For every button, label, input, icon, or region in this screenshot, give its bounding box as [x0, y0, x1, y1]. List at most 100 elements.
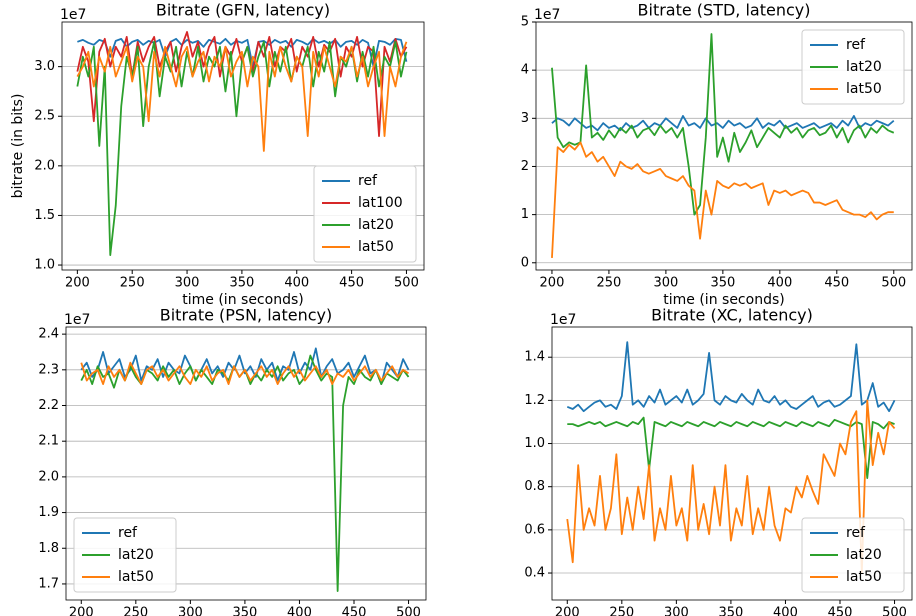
x-tick-label: 300 — [664, 606, 689, 616]
x-tick-label: 250 — [597, 276, 622, 291]
legend-label: lat100 — [358, 195, 403, 211]
x-tick-label: 200 — [69, 606, 94, 616]
axes-frame — [535, 21, 913, 271]
chart-title: Bitrate (PSN, latency) — [160, 306, 332, 325]
series-line — [551, 115, 895, 132]
series-line — [76, 41, 408, 152]
x-tick-label: 400 — [773, 606, 798, 616]
y-tick-label: 5 — [521, 15, 529, 30]
y-tick-label: 2.1 — [38, 434, 59, 449]
legend: ref lat100 lat20 lat50 — [313, 165, 417, 263]
legend-label: lat50 — [846, 81, 882, 97]
legend-box — [801, 29, 905, 105]
y-tick-label: 3.0 — [34, 59, 55, 74]
x-tick-label: 200 — [555, 606, 580, 616]
axes-frame — [65, 326, 427, 601]
legend-label: ref — [846, 525, 866, 541]
x-tick-label: 450 — [828, 606, 853, 616]
x-tick-label: 400 — [287, 606, 312, 616]
legend: ref lat20 lat50 — [801, 517, 905, 593]
series-line — [551, 141, 894, 259]
legend: ref lat20 lat50 — [801, 29, 905, 105]
y-axis-label: bitrate (in bits) — [10, 94, 26, 199]
x-tick-label: 350 — [229, 276, 254, 291]
x-tick-label: 350 — [710, 276, 735, 291]
x-tick-label: 500 — [882, 606, 907, 616]
x-tick-label: 300 — [175, 276, 200, 291]
legend-label: lat20 — [358, 217, 394, 233]
x-tick-label: 400 — [284, 276, 309, 291]
x-tick-label: 250 — [120, 276, 145, 291]
legend-box — [801, 517, 905, 593]
series-line — [567, 416, 895, 479]
x-tick-label: 450 — [824, 276, 849, 291]
y-tick-label: 2.0 — [38, 469, 59, 484]
y-tick-label: 0 — [521, 255, 529, 270]
y-tick-label: 2.2 — [38, 398, 59, 413]
y-tick-label: 0.8 — [524, 479, 545, 494]
x-tick-label: 300 — [653, 276, 678, 291]
legend-label: lat50 — [846, 569, 882, 585]
legend-label: ref — [846, 37, 866, 53]
chart-title: Bitrate (XC, latency) — [651, 306, 813, 325]
subplot: 0.4 0.6 0.8 1.0 1.2 1.4 200 250 300 350 400 450 500 B… — [524, 306, 913, 616]
legend-box — [313, 165, 417, 263]
y-offset-label: 1e7 — [60, 7, 86, 23]
legend-label: lat50 — [358, 239, 394, 255]
x-axis-label: time (in seconds) — [182, 292, 303, 308]
y-tick-label: 1.7 — [38, 576, 59, 591]
x-tick-label: 450 — [342, 606, 367, 616]
axes-frame — [551, 326, 913, 601]
y-tick-label: 1.2 — [524, 393, 545, 408]
series-line — [566, 341, 896, 413]
lines — [566, 341, 896, 574]
x-tick-label: 350 — [232, 606, 257, 616]
series-line — [566, 399, 896, 574]
y-tick-label: 4 — [521, 63, 529, 78]
chart-title: Bitrate (GFN, latency) — [156, 1, 330, 20]
chart-title: Bitrate (STD, latency) — [638, 1, 811, 20]
x-tick-label: 350 — [718, 606, 743, 616]
legend-label: lat50 — [118, 569, 154, 585]
x-tick-label: 200 — [540, 276, 565, 291]
lines — [551, 33, 895, 259]
x-tick-label: 250 — [609, 606, 634, 616]
legend-label: lat20 — [118, 547, 154, 563]
subplot: 0 1 2 3 4 5 200 250 300 350 400 450 500 Bitrate (STD,… — [521, 1, 913, 308]
y-tick-label: 2.3 — [38, 362, 59, 377]
y-offset-label: 1e7 — [64, 312, 90, 328]
series-line — [80, 347, 410, 385]
y-tick-label: 2.5 — [34, 109, 55, 124]
series-line — [551, 33, 895, 216]
y-tick-label: 1.0 — [34, 258, 55, 273]
y-tick-label: 1.5 — [34, 208, 55, 223]
legend-label: ref — [358, 173, 378, 189]
legend-label: ref — [118, 525, 138, 541]
x-axis-label: time (in seconds) — [663, 292, 784, 308]
y-tick-label: 2.0 — [34, 158, 55, 173]
x-tick-label: 450 — [339, 276, 364, 291]
series-line — [80, 361, 410, 385]
series-line — [77, 37, 408, 68]
y-tick-label: 0.6 — [524, 522, 545, 537]
x-tick-label: 500 — [394, 276, 419, 291]
y-tick-label: 2 — [521, 159, 529, 174]
y-tick-label: 1.4 — [524, 350, 545, 365]
y-tick-label: 0.4 — [524, 566, 545, 581]
axes-frame — [61, 21, 425, 271]
y-tick-label: 1.0 — [524, 436, 545, 451]
y-tick-label: 1.8 — [38, 541, 59, 556]
lines — [80, 347, 410, 592]
legend: ref lat20 lat50 — [73, 517, 177, 593]
x-tick-label: 300 — [178, 606, 203, 616]
subplot: 1.7 1.8 1.9 2.0 2.1 2.2 2.3 2.4 200 250 300 350 400 4… — [38, 306, 427, 616]
subplot: 1.0 1.5 2.0 2.5 3.0 200 250 300 350 400 450 500 Bitr… — [10, 1, 425, 308]
y-tick-label: 1 — [521, 207, 529, 222]
legend-label: lat20 — [846, 547, 882, 563]
x-tick-label: 400 — [767, 276, 792, 291]
y-offset-label: 1e7 — [550, 312, 576, 328]
y-offset-label: 1e7 — [534, 7, 560, 23]
x-tick-label: 500 — [881, 276, 906, 291]
y-tick-label: 1.9 — [38, 505, 59, 520]
